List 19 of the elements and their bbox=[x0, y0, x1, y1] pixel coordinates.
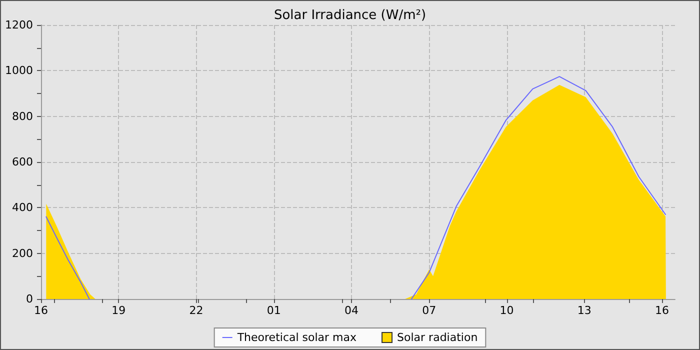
y-tick-label: 1000 bbox=[5, 64, 33, 78]
y-tick-label: 0 bbox=[26, 292, 33, 306]
legend-label: Solar radiation bbox=[397, 331, 478, 344]
x-tick-label: 13 bbox=[577, 304, 592, 317]
x-tick-label: 16 bbox=[34, 304, 48, 317]
x-tick-label: 22 bbox=[189, 304, 204, 317]
x-tick-label: 04 bbox=[344, 304, 359, 317]
y-tick-label: 1200 bbox=[5, 18, 33, 32]
x-tick-label: 16 bbox=[655, 304, 670, 317]
y-tick-label: 400 bbox=[12, 201, 33, 214]
x-tick-label: 19 bbox=[112, 304, 126, 317]
x-tick-label: 01 bbox=[266, 304, 281, 317]
x-tick-label: 07 bbox=[422, 304, 436, 317]
chart-title: Solar Irradiance (W/m²) bbox=[274, 8, 426, 23]
x-tick-label: 10 bbox=[500, 304, 514, 317]
y-tick-label: 600 bbox=[12, 156, 33, 168]
legend-label: Theoretical solar max bbox=[236, 331, 358, 344]
y-tick-label: 200 bbox=[12, 246, 33, 260]
y-tick-label: 800 bbox=[12, 110, 33, 123]
